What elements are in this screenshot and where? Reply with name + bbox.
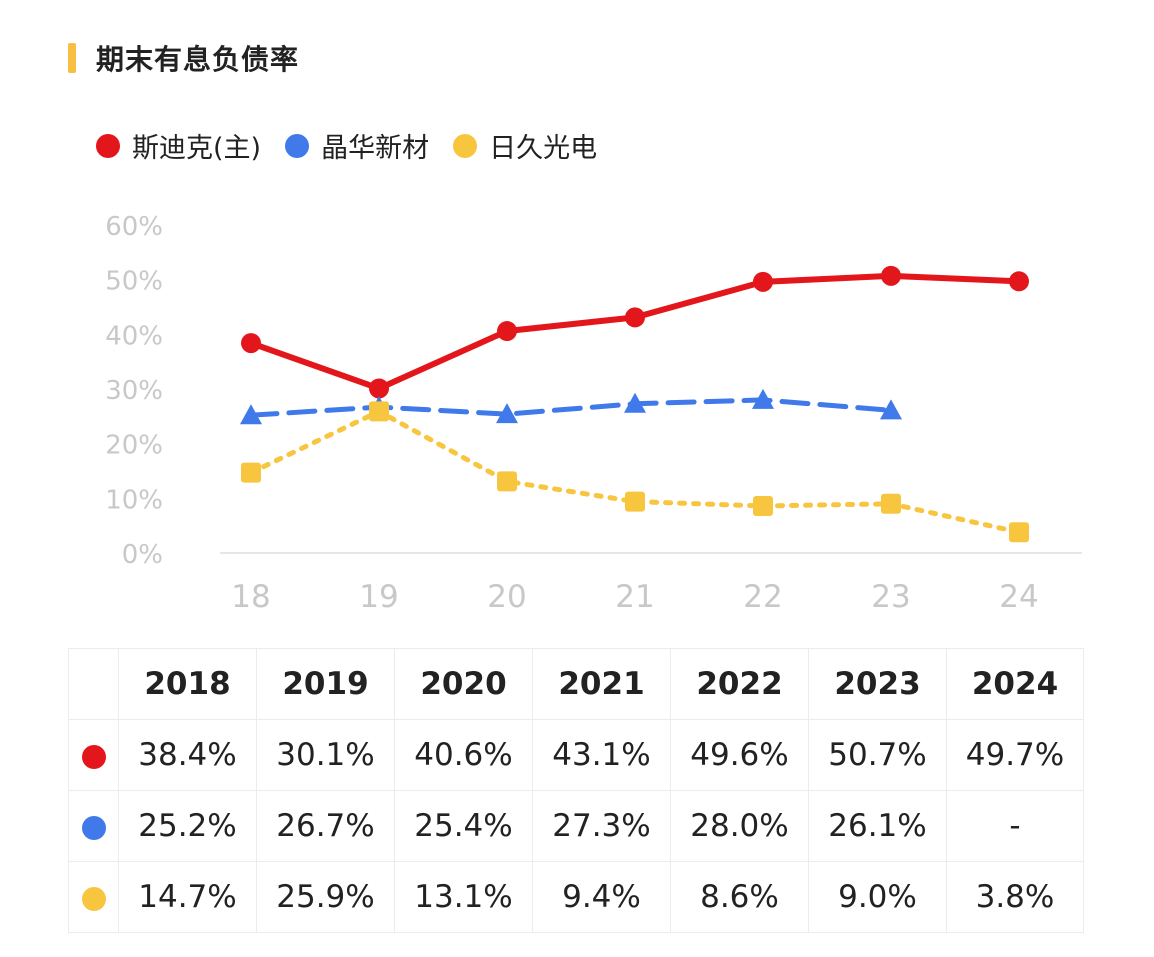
table-cell: 8.6% <box>670 861 809 933</box>
row-dot-rijiu <box>81 886 106 911</box>
data-point <box>369 401 389 422</box>
table-cell: 9.0% <box>808 861 947 933</box>
table-cell: 43.1% <box>532 719 671 791</box>
data-point <box>497 471 517 492</box>
table-cell: 9.4% <box>532 861 671 933</box>
x-tick-label: 21 <box>615 579 654 615</box>
x-tick-label: 22 <box>743 579 782 615</box>
table-cell: 13.1% <box>394 861 533 933</box>
data-point <box>240 404 262 425</box>
data-point <box>497 321 517 342</box>
data-table-wrap: 2018 2019 2020 2021 2022 2023 2024 38.4%… <box>68 648 1084 933</box>
legend-label-jinghua: 晶华新材 <box>321 133 430 164</box>
y-tick-label: 30% <box>105 376 163 406</box>
table-cell: 28.0% <box>670 790 809 862</box>
legend-dot-sidike <box>96 133 120 158</box>
y-tick-label: 20% <box>105 431 163 461</box>
table-header-row: 2018 2019 2020 2021 2022 2023 2024 <box>68 648 1084 720</box>
table-cell: - <box>946 790 1084 862</box>
legend-label-sidike: 斯迪克(主) <box>132 133 262 164</box>
row-dot-sidike <box>81 744 106 769</box>
table-header-2019: 2019 <box>256 648 395 720</box>
data-point <box>881 265 901 286</box>
data-point <box>241 462 261 483</box>
title-block: 期末有息负债率 <box>68 40 299 76</box>
legend-dot-rijiu <box>453 133 478 158</box>
table-cell: 26.7% <box>256 790 395 862</box>
series-line-2 <box>248 408 1022 535</box>
table-cell: 38.4% <box>118 719 257 791</box>
table-row-key <box>68 790 119 862</box>
x-tick-label: 18 <box>231 579 270 615</box>
table-header-2020: 2020 <box>394 648 533 720</box>
table-corner-cell <box>68 648 119 720</box>
row-dot-jinghua <box>81 815 106 840</box>
table-cell: 25.2% <box>118 790 257 862</box>
y-tick-label: 40% <box>105 321 163 351</box>
x-tick-label: 19 <box>359 579 398 615</box>
legend-dot-jinghua <box>285 133 310 158</box>
data-point <box>625 307 645 328</box>
data-point <box>881 493 901 514</box>
chart-legend: 斯迪克(主) 晶华新材 日久光电 <box>96 126 621 165</box>
table-cell: 26.1% <box>808 790 947 862</box>
data-point <box>880 399 902 420</box>
title-accent-bar <box>68 43 76 73</box>
data-point <box>496 403 518 424</box>
table-cell: 25.9% <box>256 861 395 933</box>
table-cell: 49.7% <box>946 719 1084 791</box>
page-title: 期末有息负债率 <box>96 43 300 76</box>
table-row-key <box>68 861 119 933</box>
table-row-rijiu: 14.7% 25.9% 13.1% 9.4% 8.6% 9.0% 3.8% <box>68 861 1084 933</box>
table-cell: 3.8% <box>946 861 1084 933</box>
table-header-2021: 2021 <box>532 648 671 720</box>
data-point <box>753 495 773 516</box>
data-point <box>369 378 389 399</box>
data-point <box>1009 271 1029 292</box>
data-point <box>1009 522 1029 543</box>
line-chart: 60% 50% 40% 30% 20% 10% 0% 18 19 20 21 22 23 24 <box>105 212 1082 615</box>
legend-item-sidike: 斯迪克(主) <box>96 126 261 165</box>
series-line-0 <box>248 272 1022 392</box>
table-header-2024: 2024 <box>946 648 1084 720</box>
table-cell: 50.7% <box>808 719 947 791</box>
table-row-sidike: 38.4% 30.1% 40.6% 43.1% 49.6% 50.7% 49.7… <box>68 719 1084 791</box>
table-cell: 30.1% <box>256 719 395 791</box>
data-table: 2018 2019 2020 2021 2022 2023 2024 38.4%… <box>68 648 1084 933</box>
data-point <box>753 271 773 292</box>
data-point <box>625 491 645 512</box>
data-point <box>752 388 774 409</box>
table-header-2018: 2018 <box>118 648 257 720</box>
x-tick-label: 20 <box>487 579 526 615</box>
legend-label-rijiu: 日久光电 <box>489 133 598 164</box>
y-tick-label: 10% <box>105 485 163 515</box>
table-cell: 14.7% <box>118 861 257 933</box>
table-row-jinghua: 25.2% 26.7% 25.4% 27.3% 28.0% 26.1% - <box>68 790 1084 862</box>
legend-item-jinghua: 晶华新材 <box>285 126 429 165</box>
y-tick-label: 60% <box>105 212 163 242</box>
table-cell: 27.3% <box>532 790 671 862</box>
series-line-1 <box>248 397 894 418</box>
x-tick-label: 23 <box>871 579 910 615</box>
y-tick-label: 0% <box>122 540 163 570</box>
table-header-2022: 2022 <box>670 648 809 720</box>
data-point <box>241 333 261 354</box>
y-tick-label: 50% <box>105 267 163 297</box>
table-row-key <box>68 719 119 791</box>
x-tick-label: 24 <box>999 579 1038 615</box>
table-cell: 40.6% <box>394 719 533 791</box>
data-point <box>624 392 646 413</box>
table-cell: 25.4% <box>394 790 533 862</box>
table-header-2023: 2023 <box>808 648 947 720</box>
table-cell: 49.6% <box>670 719 809 791</box>
legend-item-rijiu: 日久光电 <box>453 126 597 165</box>
